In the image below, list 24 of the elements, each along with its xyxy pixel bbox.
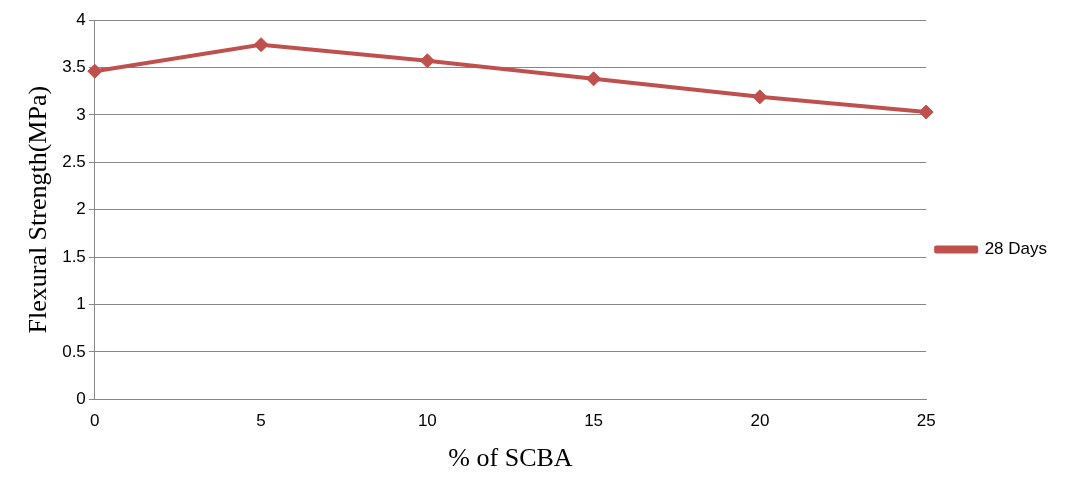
x-tick-label: 20 [750, 411, 770, 431]
y-axis-title: Flexural Strength(MPa) [23, 85, 53, 334]
y-tick-label: 4 [76, 9, 86, 29]
point [253, 37, 269, 53]
y-tick-label: 1.5 [62, 246, 86, 266]
x-tick-label: 10 [417, 411, 437, 431]
x-tick-label: 25 [916, 411, 936, 431]
point [87, 63, 103, 79]
x-axis-title: % of SCBA [448, 443, 573, 473]
point [752, 89, 768, 105]
y-tick-label: 0.5 [62, 341, 86, 361]
point [586, 71, 602, 87]
y-tick-label: 2.5 [62, 151, 86, 171]
y-tick-label: 1 [76, 294, 86, 314]
y-tick-label: 3 [76, 104, 86, 124]
y-tick-label: 0 [76, 389, 86, 409]
y-tick-label: 2 [76, 199, 86, 219]
legend-label: 28 Days [984, 239, 1048, 259]
x-tick-label: 0 [90, 411, 100, 431]
y-tick-label: 3.5 [62, 57, 86, 77]
x-tick-label: 5 [256, 411, 266, 431]
x-tick-label: 15 [584, 411, 604, 431]
point [419, 53, 435, 69]
point [918, 104, 934, 120]
